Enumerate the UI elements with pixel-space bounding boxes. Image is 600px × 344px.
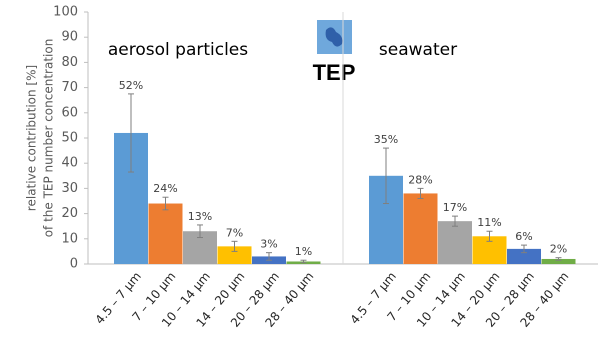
- value-label: 1%: [295, 245, 312, 258]
- y-tick-label: 60: [61, 105, 78, 120]
- value-label: 35%: [374, 133, 398, 146]
- value-label: 11%: [477, 216, 501, 229]
- y-tick-label: 80: [61, 55, 78, 70]
- value-label: 24%: [153, 182, 177, 195]
- y-tick-label: 90: [61, 30, 78, 45]
- y-tick-label: 10: [61, 231, 78, 246]
- y-tick-label: 0: [70, 257, 78, 272]
- panel-label: seawater: [379, 40, 457, 60]
- emblem: TEP: [313, 60, 356, 85]
- bar: [148, 203, 183, 264]
- bar: [507, 248, 541, 264]
- value-label: 3%: [260, 238, 277, 251]
- y-tick-label: 30: [61, 181, 78, 196]
- value-label: 6%: [515, 230, 532, 243]
- tep-icon-blob: [325, 27, 343, 47]
- y-tick-label: 100: [53, 5, 78, 20]
- y-axis-label: of the TEP number concentration: [42, 39, 56, 238]
- y-tick-label: 40: [61, 156, 78, 171]
- bar: [217, 246, 252, 264]
- y-tick-label: 70: [61, 80, 78, 95]
- value-label: 2%: [550, 243, 567, 256]
- bar: [438, 221, 472, 264]
- y-axis-label: relative contribution [%]: [25, 65, 39, 211]
- y-tick-label: 50: [61, 131, 78, 146]
- value-label: 17%: [443, 201, 467, 214]
- y-tick-label: 20: [61, 206, 78, 221]
- panel-label: aerosol particles: [108, 40, 248, 60]
- bar: [541, 258, 576, 264]
- value-label: 13%: [188, 210, 212, 223]
- bar: [403, 193, 438, 264]
- value-label: 28%: [408, 173, 432, 186]
- value-label: 52%: [119, 79, 143, 92]
- value-label: 7%: [226, 226, 243, 239]
